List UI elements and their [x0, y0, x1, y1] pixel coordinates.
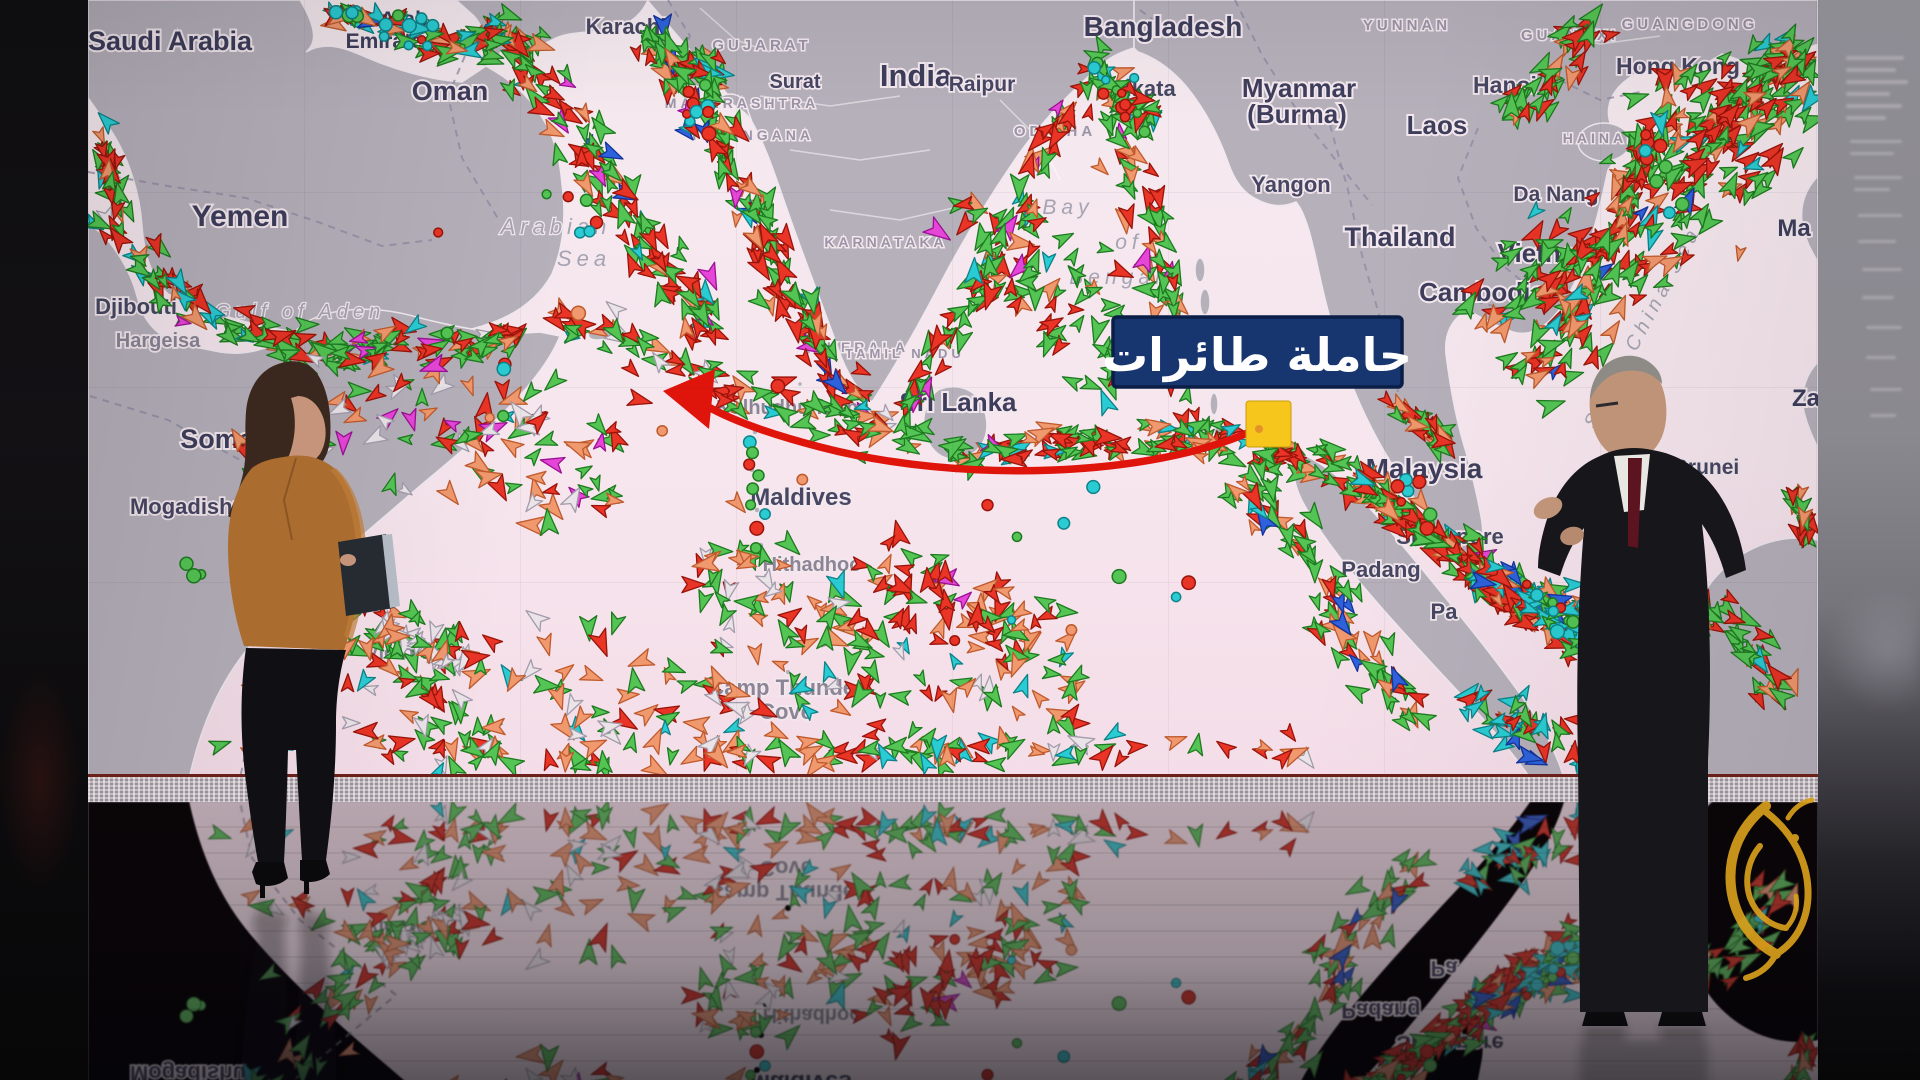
- map-label: Myanmar: [1242, 73, 1356, 103]
- map-label: Brunei: [1673, 456, 1740, 479]
- map-label: YUNNAN: [1363, 17, 1451, 34]
- pointer-arrowhead: [663, 369, 715, 429]
- carrier-marker-dot: [1255, 425, 1263, 433]
- map-label: Yemen: [192, 200, 289, 233]
- map-label: (Burma): [1247, 99, 1347, 129]
- map-label: HAINAN: [1563, 130, 1641, 146]
- pointer-arrow: [701, 401, 1256, 475]
- land-arabian-peninsula: [88, 0, 565, 342]
- map-label: Thailand: [1344, 222, 1455, 252]
- carrier-marker: [1245, 400, 1292, 448]
- map-label: TAMIL NADU: [845, 346, 965, 361]
- map-label: Za: [1792, 385, 1818, 412]
- map-label: KARNATAKA: [824, 234, 947, 250]
- map-label: Oman: [412, 76, 489, 106]
- map-label: Maldives: [750, 484, 851, 511]
- map-label: Mogadishu: [130, 494, 246, 519]
- map-label: Hithadhoo: [763, 554, 862, 576]
- studio-left-edge: [0, 0, 92, 1080]
- annotation-layer: حاملة طائرات: [663, 315, 1412, 475]
- land-palawan-edge: [1802, 360, 1818, 449]
- map-label: Yangon: [1251, 172, 1330, 197]
- map-label: Ma: [1777, 215, 1811, 242]
- map-label: Laos: [1407, 110, 1468, 140]
- map-label: Raipur: [949, 73, 1016, 96]
- map-label: GUJARAT: [712, 37, 811, 54]
- map-label: Pa: [1431, 599, 1459, 624]
- map-label: Bangladesh: [1084, 11, 1243, 42]
- map-label: of: [1115, 231, 1143, 254]
- map-label: India: [880, 58, 953, 93]
- video-wall: Saudi ArabiaArabEmiratesOmanYemenDjibout…: [88, 0, 1818, 778]
- studio-right-background: [1818, 0, 1920, 1080]
- state-borders: [699, 7, 1661, 221]
- land-southeast-asia: [1133, 0, 1818, 561]
- map-label: Hargeisa: [116, 330, 201, 352]
- wall-base-band: [88, 774, 1818, 805]
- map-label: Somalia: [180, 424, 285, 454]
- map-label: Padang: [1341, 557, 1420, 582]
- marine-traffic-map: Saudi ArabiaArabEmiratesOmanYemenDjibout…: [88, 0, 1818, 778]
- annotation-box: [1111, 315, 1404, 389]
- floor-reflection: Saudi ArabiaArabEmiratesOmanYemenDjibout…: [88, 802, 1818, 1080]
- land-philippines-edge: [1800, 174, 1818, 264]
- map-label: Sea: [557, 246, 611, 271]
- map-label: Mogadishu: [130, 1061, 246, 1080]
- map-label: Djibouti: [95, 294, 177, 319]
- map-label: Da Nang: [1513, 183, 1598, 206]
- marine-traffic-map: Saudi ArabiaArabEmiratesOmanYemenDjibout…: [88, 802, 1818, 1080]
- map-label: Saudi Arabia: [88, 26, 253, 56]
- map-label: Surat: [769, 71, 820, 93]
- map-label: KERALA: [827, 339, 909, 355]
- map-label: GUANGDONG: [1622, 16, 1759, 33]
- map-label: Hithadhoo: [763, 1004, 862, 1026]
- map-label: Pa: [1431, 956, 1459, 981]
- map-label: Padang: [1341, 998, 1420, 1023]
- studio-floor: Saudi ArabiaArabEmiratesOmanYemenDjibout…: [88, 802, 1818, 1080]
- map-label: Bay: [1042, 196, 1093, 219]
- carrier-annotation-label: حاملة طائرات: [1102, 328, 1412, 382]
